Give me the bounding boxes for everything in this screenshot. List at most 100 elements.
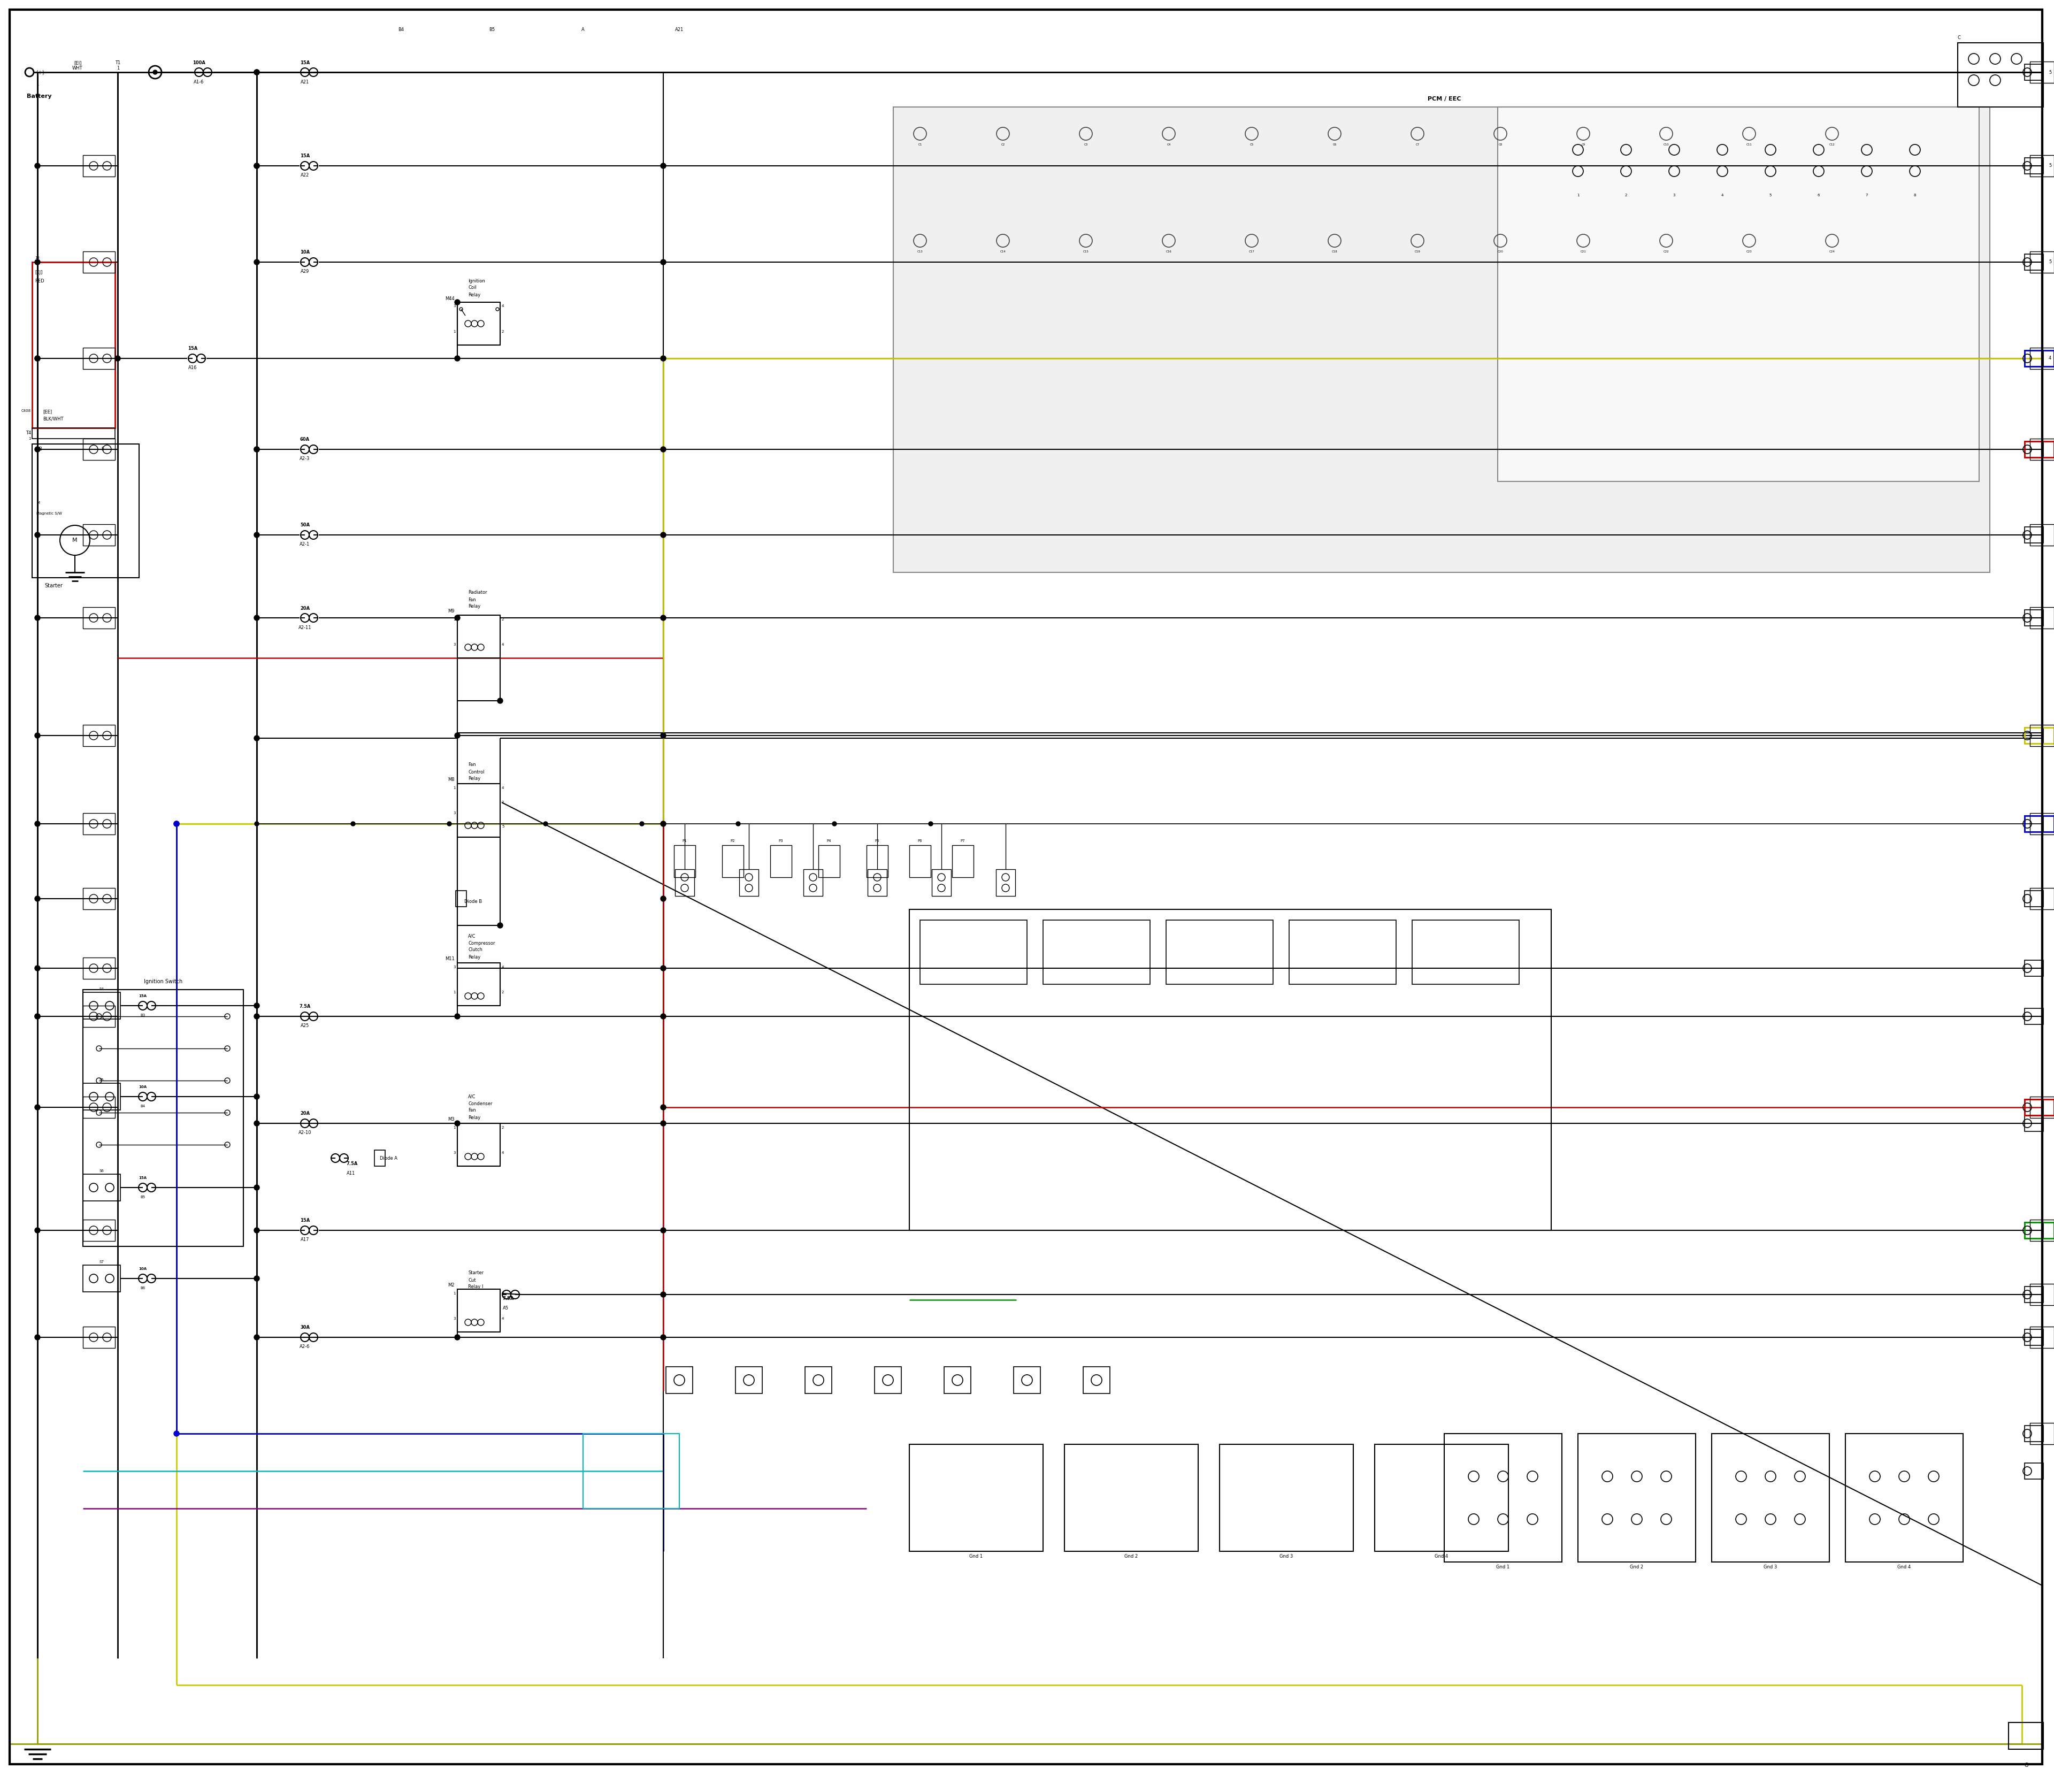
Circle shape bbox=[454, 733, 460, 738]
Bar bbox=[1711, 1434, 1830, 1563]
Circle shape bbox=[454, 615, 460, 620]
Bar bbox=[82, 1005, 115, 1027]
Circle shape bbox=[497, 699, 503, 704]
Text: 7: 7 bbox=[1865, 194, 1867, 197]
Bar bbox=[2025, 65, 2044, 81]
Text: M8: M8 bbox=[448, 778, 454, 781]
Text: Gnd 3: Gnd 3 bbox=[1280, 1554, 1294, 1559]
Text: Ignition Switch: Ignition Switch bbox=[144, 978, 183, 984]
Text: 4: 4 bbox=[501, 1150, 503, 1154]
Circle shape bbox=[351, 823, 355, 826]
Text: 3: 3 bbox=[454, 305, 456, 308]
Bar bbox=[33, 262, 115, 428]
Circle shape bbox=[661, 163, 665, 168]
Circle shape bbox=[255, 446, 259, 452]
Bar bbox=[910, 909, 1551, 1231]
Text: C: C bbox=[1957, 36, 1962, 39]
Text: A16: A16 bbox=[189, 366, 197, 371]
Text: Relay: Relay bbox=[468, 776, 481, 781]
Text: Gnd 1: Gnd 1 bbox=[1495, 1564, 1510, 1570]
Bar bbox=[2025, 351, 2044, 366]
Bar bbox=[82, 1082, 121, 1109]
Bar bbox=[82, 814, 115, 835]
Text: Radiator: Radiator bbox=[468, 590, 487, 595]
Text: T1: T1 bbox=[115, 61, 121, 66]
Text: PCM / EEC: PCM / EEC bbox=[1428, 97, 1460, 102]
Text: A17: A17 bbox=[300, 1238, 310, 1242]
Bar bbox=[2025, 254, 2044, 271]
Bar bbox=[1220, 1444, 1354, 1552]
Text: 3: 3 bbox=[454, 966, 456, 969]
Text: A2-6: A2-6 bbox=[300, 1344, 310, 1349]
Bar bbox=[2025, 891, 2044, 907]
Text: Clutch: Clutch bbox=[468, 948, 483, 952]
Bar bbox=[920, 919, 1027, 984]
Bar bbox=[2025, 351, 2054, 366]
Bar bbox=[2029, 61, 2054, 82]
Text: B4: B4 bbox=[140, 1104, 146, 1107]
Text: 20A: 20A bbox=[300, 606, 310, 611]
Text: 1: 1 bbox=[1577, 194, 1580, 197]
Bar bbox=[2025, 609, 2044, 625]
Circle shape bbox=[454, 1335, 460, 1340]
Text: 2: 2 bbox=[501, 1125, 503, 1129]
Circle shape bbox=[35, 260, 41, 265]
Text: 2: 2 bbox=[1625, 194, 1627, 197]
Text: 100A: 100A bbox=[193, 61, 205, 65]
Text: B: B bbox=[39, 446, 41, 452]
Circle shape bbox=[35, 1335, 41, 1340]
Text: C8: C8 bbox=[1499, 143, 1501, 145]
Text: 2: 2 bbox=[501, 330, 503, 333]
Circle shape bbox=[175, 1432, 179, 1435]
Text: 1: 1 bbox=[454, 991, 456, 995]
Bar bbox=[953, 846, 974, 878]
Text: 10A: 10A bbox=[140, 1086, 148, 1088]
Circle shape bbox=[255, 735, 259, 740]
Bar bbox=[2025, 1009, 2044, 1025]
Text: M44: M44 bbox=[446, 296, 454, 301]
Circle shape bbox=[735, 823, 739, 826]
Text: Coil: Coil bbox=[468, 285, 477, 290]
Circle shape bbox=[255, 70, 259, 75]
Bar bbox=[374, 1150, 386, 1167]
Text: 15A: 15A bbox=[300, 154, 310, 159]
Text: 30A: 30A bbox=[300, 1326, 310, 1330]
Text: C9: C9 bbox=[1582, 143, 1586, 145]
Text: Gnd 4: Gnd 4 bbox=[1898, 1564, 1910, 1570]
Text: 4: 4 bbox=[2048, 357, 2052, 360]
Bar bbox=[2025, 158, 2044, 174]
Circle shape bbox=[255, 532, 259, 538]
Bar bbox=[458, 783, 499, 837]
Circle shape bbox=[115, 357, 121, 360]
Bar bbox=[875, 1367, 902, 1394]
Bar bbox=[674, 846, 696, 878]
Text: Diode A: Diode A bbox=[380, 1156, 396, 1161]
Bar bbox=[2025, 728, 2044, 744]
Bar bbox=[82, 1220, 115, 1242]
Circle shape bbox=[175, 821, 179, 826]
Text: Relay: Relay bbox=[468, 1115, 481, 1120]
Text: 15A: 15A bbox=[300, 1219, 310, 1224]
Bar bbox=[945, 1367, 972, 1394]
Text: 1: 1 bbox=[35, 82, 39, 86]
Text: 4: 4 bbox=[501, 966, 503, 969]
Text: Gnd 2: Gnd 2 bbox=[1631, 1564, 1643, 1570]
Text: 2: 2 bbox=[501, 991, 503, 995]
Text: Gnd 1: Gnd 1 bbox=[969, 1554, 984, 1559]
Text: Battery: Battery bbox=[27, 93, 51, 99]
Bar bbox=[2009, 1722, 2044, 1749]
Text: 4: 4 bbox=[501, 787, 503, 790]
Bar bbox=[2025, 1330, 2044, 1346]
Bar bbox=[867, 846, 887, 878]
Bar bbox=[2025, 815, 2054, 831]
Text: C23: C23 bbox=[1746, 251, 1752, 253]
Bar bbox=[583, 1434, 680, 1509]
Bar bbox=[2025, 815, 2044, 831]
Text: 15A: 15A bbox=[140, 995, 146, 998]
Text: C2: C2 bbox=[1000, 143, 1004, 145]
Bar bbox=[2025, 1426, 2044, 1441]
Text: 7.5A: 7.5A bbox=[300, 1004, 310, 1009]
Text: B6: B6 bbox=[140, 1287, 146, 1290]
Text: 60A: 60A bbox=[300, 437, 310, 443]
Bar bbox=[2029, 1097, 2054, 1118]
